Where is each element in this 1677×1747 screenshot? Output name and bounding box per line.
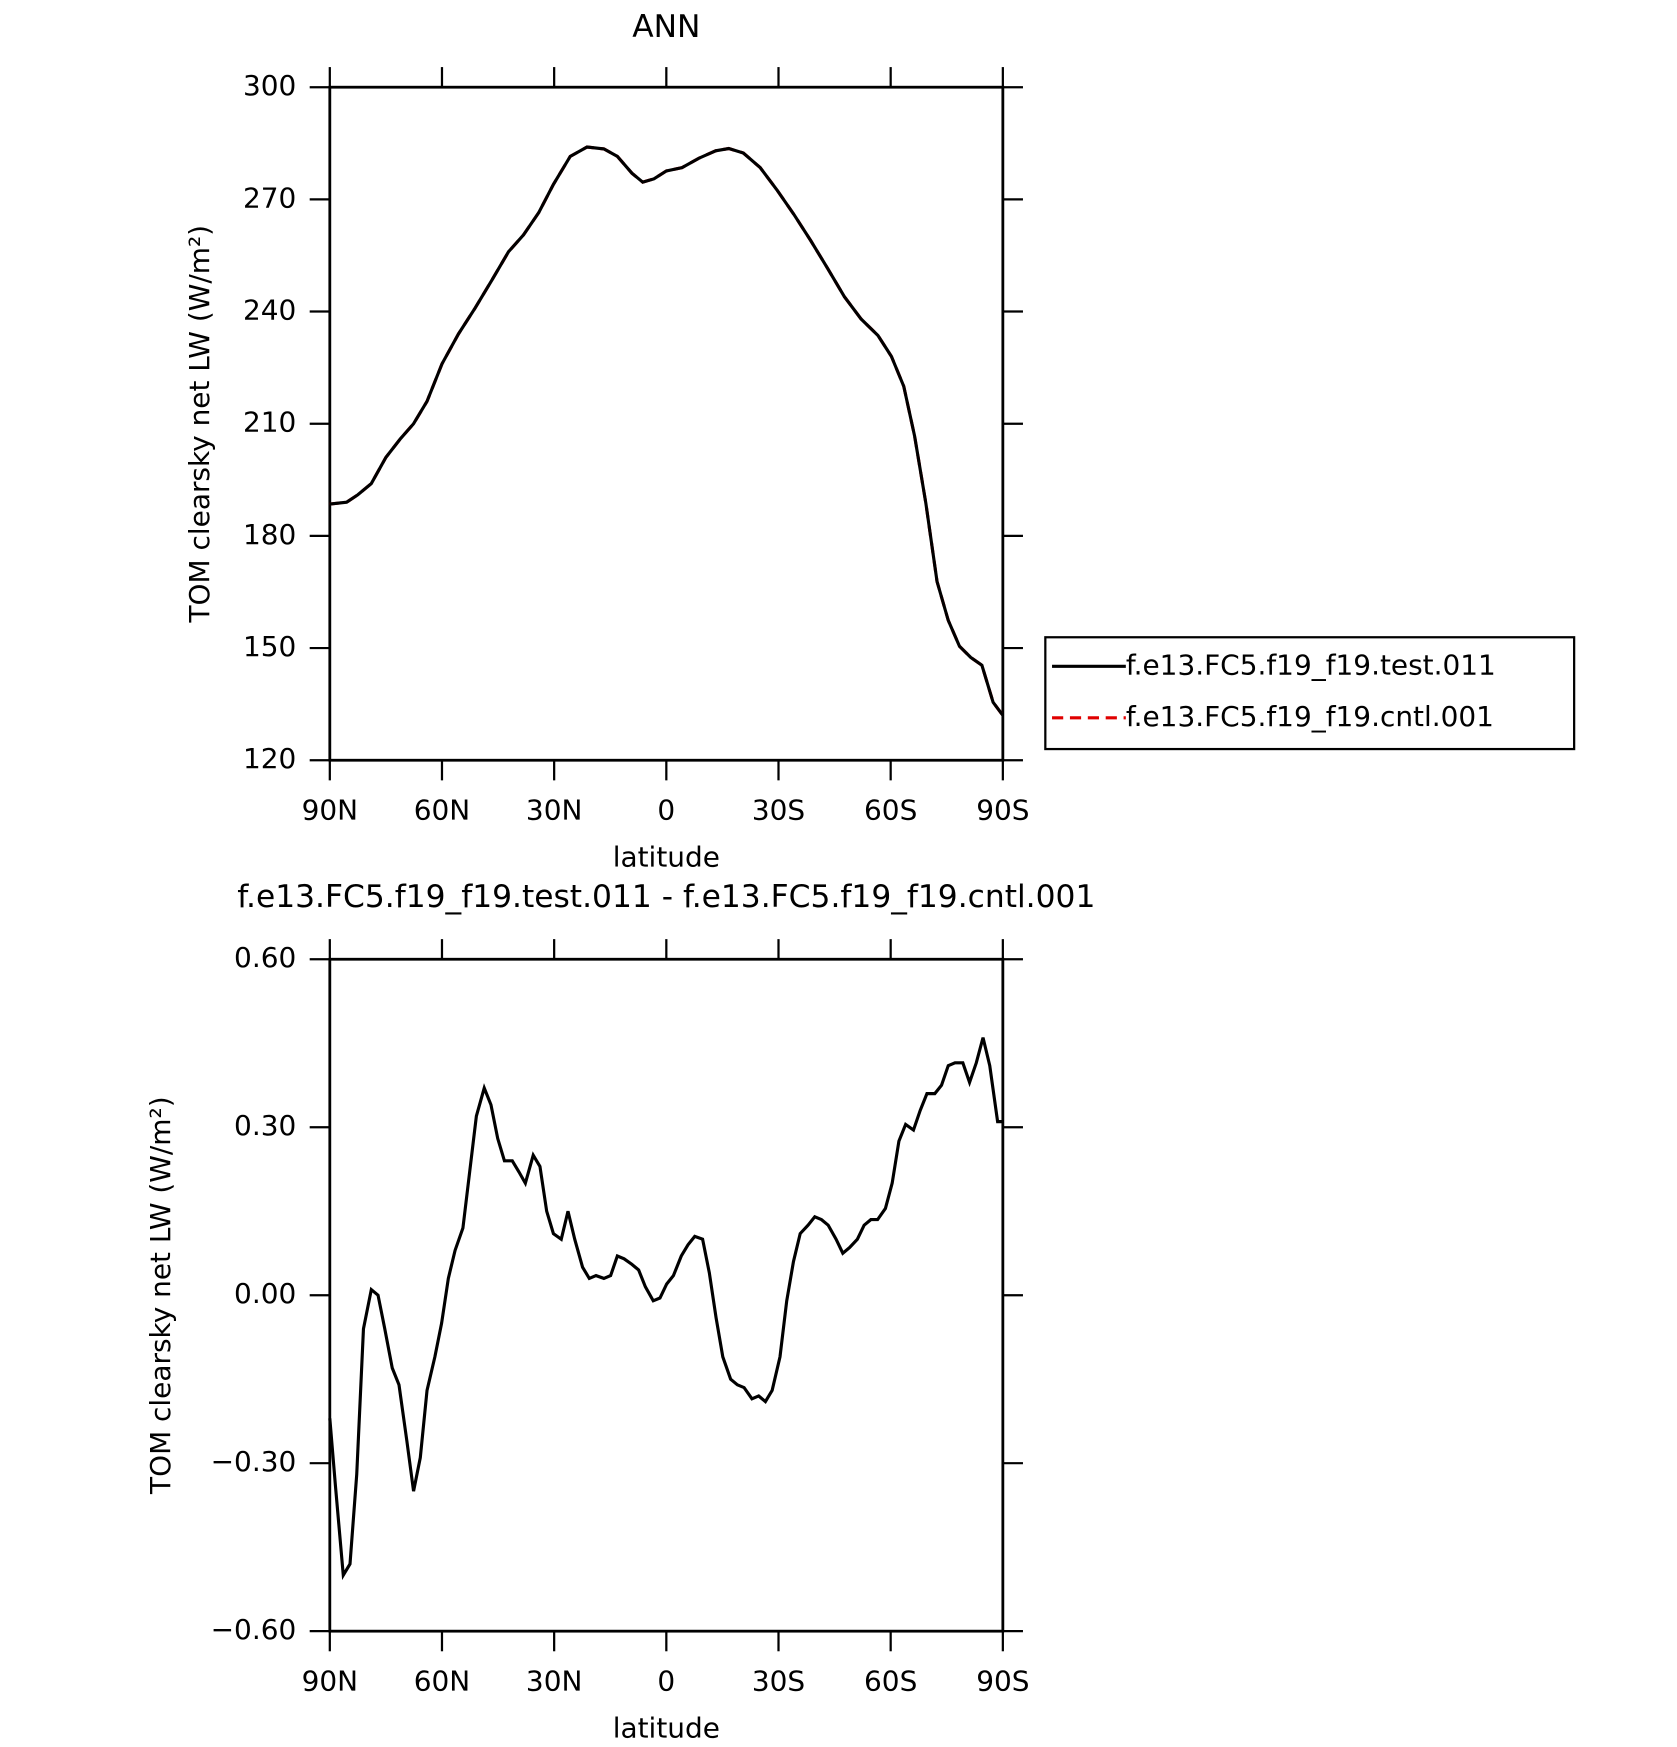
y-tick-label: 0.60 [234, 941, 296, 974]
y-axis-label: TOM clearsky net LW (W/m²) [183, 225, 216, 624]
data-line [329, 145, 1005, 717]
data-line [329, 145, 1005, 717]
y-tick-label: 300 [243, 69, 296, 102]
y-tick-label: 240 [243, 294, 296, 327]
legend-box [1044, 636, 1576, 751]
x-tick-label: 90N [302, 794, 358, 827]
y-tick-label: −0.30 [211, 1445, 297, 1478]
plot-frame [328, 85, 1005, 762]
data-line [328, 1037, 1003, 1581]
y-tick-label: 180 [243, 518, 296, 551]
x-tick-label: 60N [414, 1665, 470, 1698]
y-axis-label: TOM clearsky net LW (W/m²) [144, 1096, 177, 1495]
x-tick-label: 60S [864, 1665, 917, 1698]
x-tick-label: 60S [864, 794, 917, 827]
x-tick-label: 90N [302, 1665, 358, 1698]
y-tick-label: 150 [243, 630, 296, 663]
y-tick-label: 0.30 [234, 1109, 296, 1142]
y-tick-label: 0.00 [234, 1277, 296, 1310]
x-tick-label: 60N [414, 794, 470, 827]
y-tick-label: 210 [243, 406, 296, 439]
x-tick-label: 30S [752, 794, 805, 827]
x-tick-label: 30N [526, 1665, 582, 1698]
legend-label: f.e13.FC5.f19_f19.cntl.001 [1126, 700, 1494, 733]
x-tick-label: 0 [657, 794, 675, 827]
x-tick-label: 0 [657, 1665, 675, 1698]
x-tick-label: 30N [526, 794, 582, 827]
y-tick-label: −0.60 [211, 1613, 297, 1646]
y-tick-label: 120 [243, 742, 296, 775]
plot-frame [328, 957, 1005, 1633]
chart-title: ANN [632, 9, 700, 45]
x-axis-label: latitude [613, 1712, 720, 1745]
x-tick-label: 90S [976, 794, 1029, 827]
x-tick-label: 30S [752, 1665, 805, 1698]
legend-label: f.e13.FC5.f19_f19.test.011 [1126, 648, 1496, 681]
y-tick-label: 270 [243, 181, 296, 214]
chart-title: f.e13.FC5.f19_f19.test.011 - f.e13.FC5.f… [237, 879, 1095, 915]
x-axis-label: latitude [613, 841, 720, 874]
canvas: ANN latitude TOM clearsky net LW (W/m²) 120… [144, 9, 1576, 1745]
x-tick-label: 90S [976, 1665, 1029, 1698]
